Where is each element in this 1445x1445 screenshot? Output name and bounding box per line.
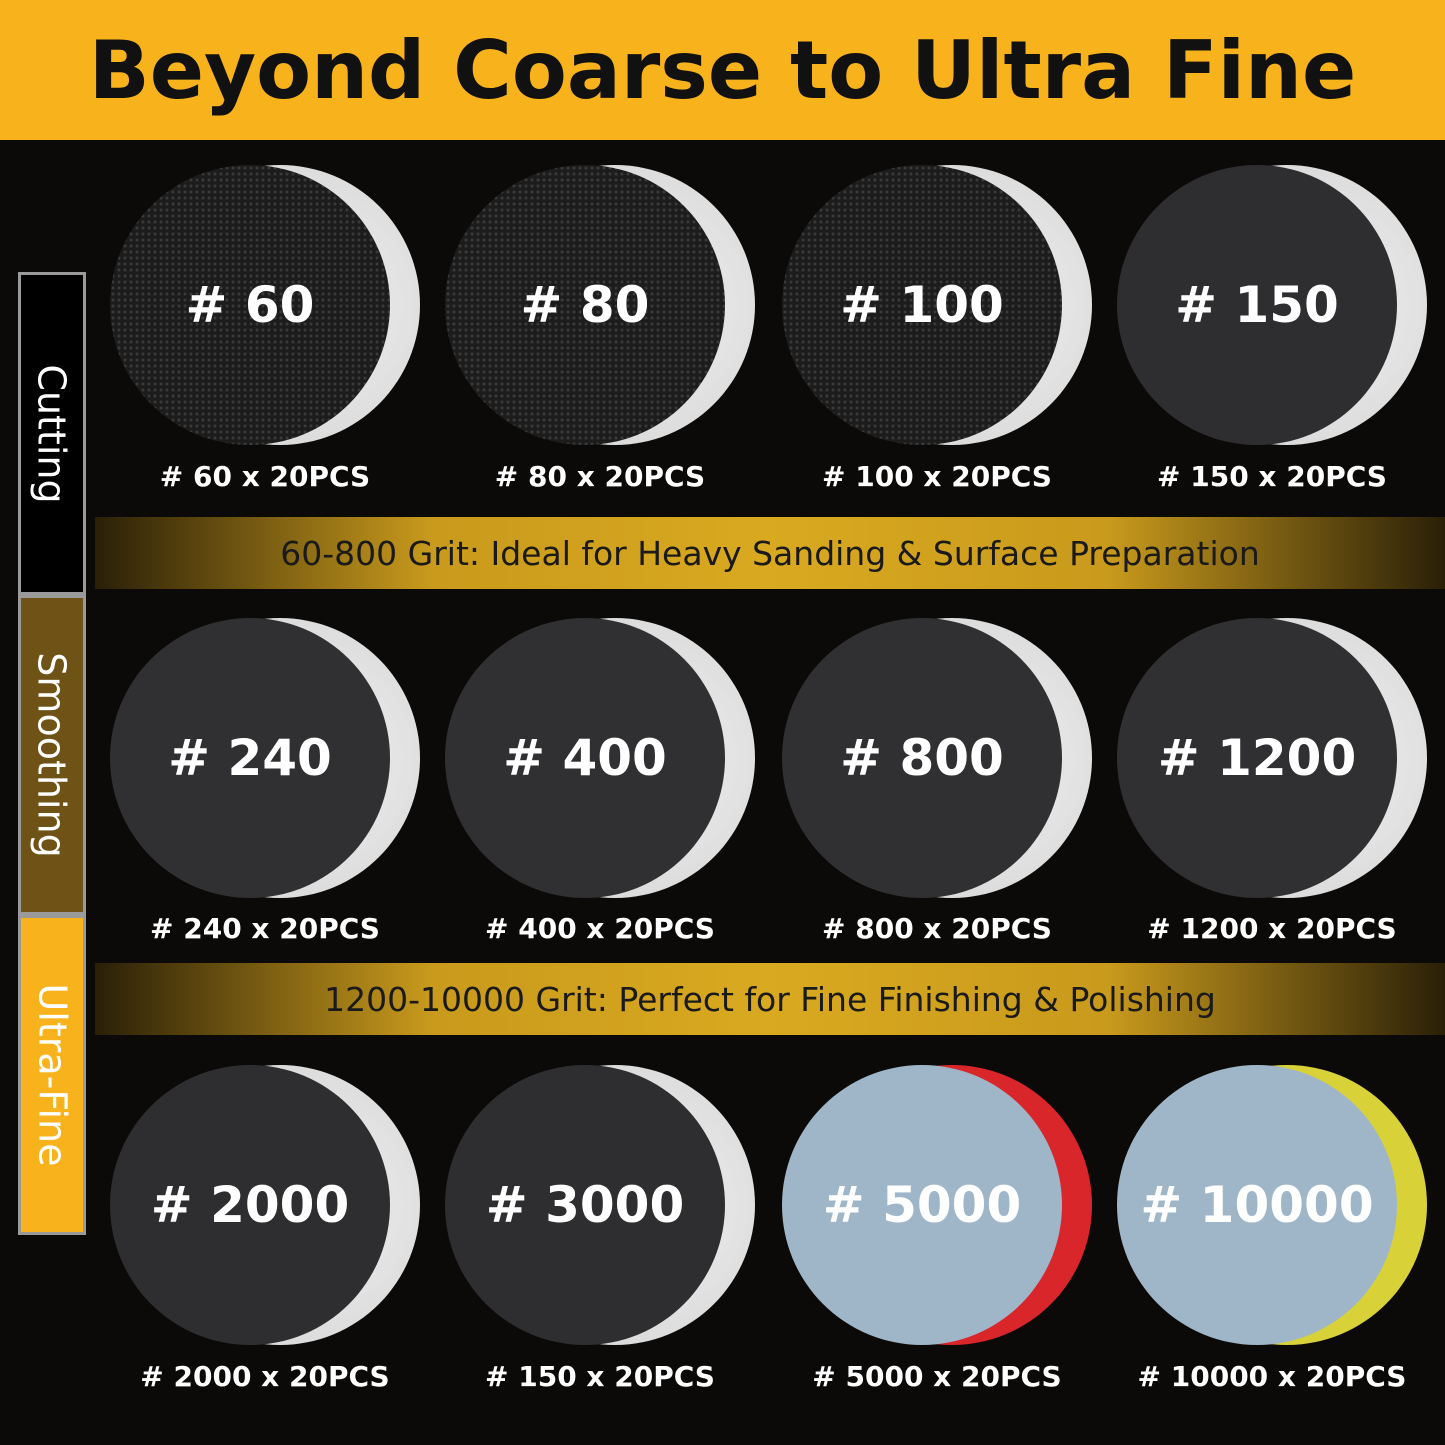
disc: # 2000 [110, 1065, 420, 1345]
disc-caption: # 60 x 20PCS [159, 460, 371, 493]
disc-caption: # 240 x 20PCS [150, 912, 380, 945]
side-label-text: Ultra-Fine [30, 983, 75, 1167]
side-label-text: Cutting [30, 363, 74, 504]
disc-caption: # 5000 x 20PCS [812, 1360, 1062, 1393]
disc: # 3000 [445, 1065, 755, 1345]
disc-caption: # 100 x 20PCS [822, 460, 1052, 493]
disc-caption: # 2000 x 20PCS [140, 1360, 390, 1393]
disc-caption: # 10000 x 20PCS [1137, 1360, 1407, 1393]
disc-caption: # 150 x 20PCS [1157, 460, 1387, 493]
disc-label: # 150 [1117, 165, 1397, 445]
disc: # 1200 [1117, 618, 1427, 898]
disc-label: # 2000 [110, 1065, 390, 1345]
disc: # 80 [445, 165, 755, 445]
disc-label: # 10000 [1117, 1065, 1397, 1345]
disc: # 5000 [782, 1065, 1092, 1345]
disc-label: # 3000 [445, 1065, 725, 1345]
disc: # 10000 [1117, 1065, 1427, 1345]
disc: # 60 [110, 165, 420, 445]
disc: # 100 [782, 165, 1092, 445]
side-label: Cutting [18, 272, 86, 595]
disc-caption: # 150 x 20PCS [485, 1360, 715, 1393]
title: Beyond Coarse to Ultra Fine [0, 0, 1445, 140]
disc-caption: # 1200 x 20PCS [1147, 912, 1397, 945]
disc-caption: # 800 x 20PCS [822, 912, 1052, 945]
disc-label: # 400 [445, 618, 725, 898]
disc: # 150 [1117, 165, 1427, 445]
disc-label: # 100 [782, 165, 1062, 445]
disc-label: # 5000 [782, 1065, 1062, 1345]
disc-label: # 1200 [1117, 618, 1397, 898]
side-label: Ultra-Fine [18, 915, 86, 1235]
side-label-text: Smoothing [30, 652, 75, 858]
disc: # 800 [782, 618, 1092, 898]
disc-label: # 240 [110, 618, 390, 898]
disc: # 400 [445, 618, 755, 898]
disc-label: # 80 [445, 165, 725, 445]
disc-caption: # 400 x 20PCS [485, 912, 715, 945]
band: 1200-10000 Grit: Perfect for Fine Finish… [95, 963, 1445, 1035]
side-label: Smoothing [18, 595, 86, 915]
disc: # 240 [110, 618, 420, 898]
band: 60-800 Grit: Ideal for Heavy Sanding & S… [95, 517, 1445, 589]
disc-label: # 60 [110, 165, 390, 445]
disc-label: # 800 [782, 618, 1062, 898]
disc-caption: # 80 x 20PCS [494, 460, 706, 493]
